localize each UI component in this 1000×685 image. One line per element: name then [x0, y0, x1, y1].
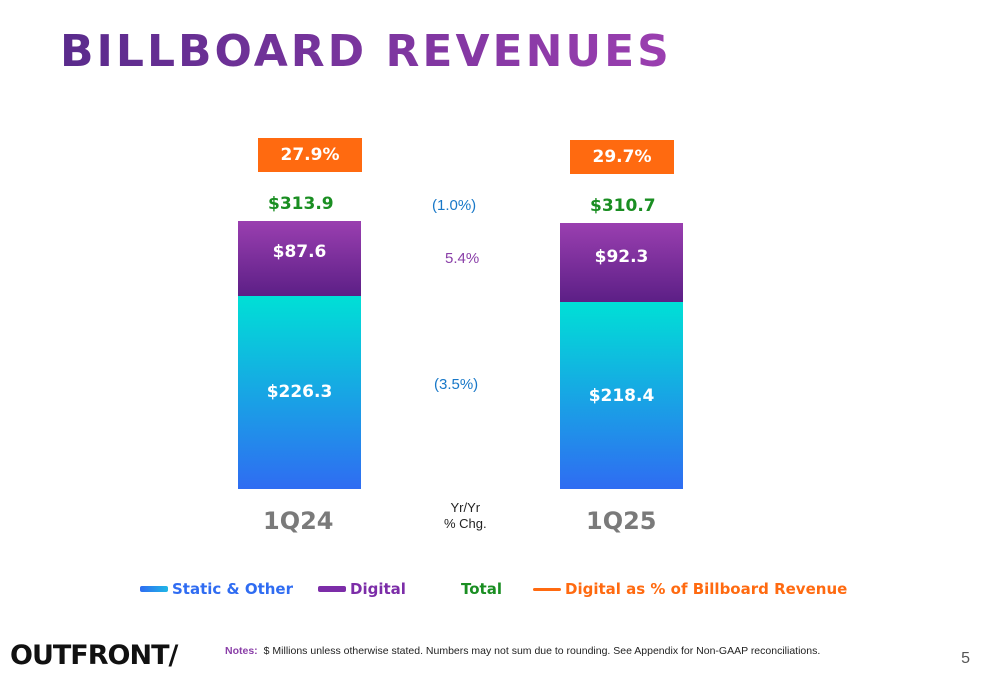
footer-notes: Notes: $ Millions unless otherwise stated…	[225, 645, 820, 657]
yoy-total-change: (1.0%)	[432, 197, 477, 214]
yoy-header-line1: Yr/Yr	[450, 500, 481, 515]
bar-segment-digital-1q24: $87.6	[238, 220, 361, 296]
data-label: $87.6	[272, 242, 327, 263]
legend-swatch-digital-share	[533, 587, 561, 591]
page-number: 5	[961, 650, 970, 667]
data-label: $218.4	[588, 385, 655, 406]
data-label: $226.3	[266, 382, 333, 403]
category-label-1q24: 1Q24	[263, 507, 334, 535]
total-label-1q24: $313.9	[268, 193, 334, 214]
bar-segment-static-1q25: $218.4	[560, 302, 683, 489]
data-label: $92.3	[594, 246, 649, 267]
legend-item-total: Total	[461, 580, 502, 598]
outfront-logo: OUTFRONT/	[10, 640, 178, 671]
yoy-header: Yr/Yr % Chg.	[444, 500, 487, 532]
legend-item-static: Static & Other	[140, 580, 293, 598]
yoy-static-change: (3.5%)	[434, 376, 479, 393]
legend-swatch-digital	[318, 586, 346, 592]
bar-segment-static-1q24: $226.3	[238, 295, 361, 489]
bar-segment-digital-1q25: $92.3	[560, 223, 683, 303]
yoy-digital-change: 5.4%	[445, 250, 480, 267]
chart-legend: Static & Other Digital Total Digital as …	[140, 580, 880, 600]
digital-share-box-1q24: 27.9%	[258, 138, 362, 172]
notes-label: Notes:	[225, 645, 258, 657]
logo-text: OUTFRONT/	[10, 640, 178, 671]
yoy-header-line2: % Chg.	[444, 516, 487, 531]
legend-item-digital-share: Digital as % of Billboard Revenue	[533, 580, 847, 598]
total-label-1q25: $310.7	[590, 196, 656, 217]
page-title: BILLBOARD REVENUES	[60, 26, 672, 77]
digital-share-box-1q25: 29.7%	[570, 140, 674, 174]
legend-swatch-static	[140, 586, 168, 592]
notes-text: $ Millions unless otherwise stated. Numb…	[263, 645, 821, 657]
legend-label-total: Total	[461, 580, 502, 598]
legend-label-digital: Digital	[350, 580, 406, 598]
legend-label-static: Static & Other	[172, 580, 293, 598]
category-label-1q25: 1Q25	[586, 507, 657, 535]
legend-label-digital-share: Digital as % of Billboard Revenue	[565, 580, 848, 598]
legend-item-digital: Digital	[318, 580, 406, 598]
